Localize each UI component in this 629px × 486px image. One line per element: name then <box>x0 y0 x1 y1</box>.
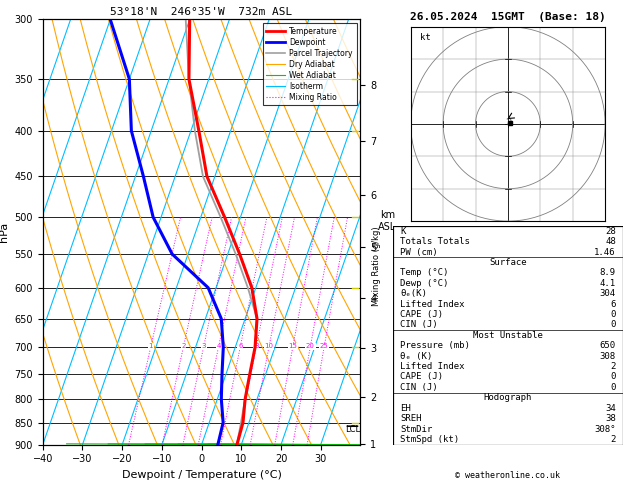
Text: Totals Totals: Totals Totals <box>400 237 470 246</box>
Y-axis label: hPa: hPa <box>0 222 9 242</box>
Text: 15: 15 <box>289 343 298 349</box>
Text: kt: kt <box>420 33 431 42</box>
Text: 4: 4 <box>216 343 221 349</box>
Text: 1: 1 <box>148 343 153 349</box>
Text: CAPE (J): CAPE (J) <box>400 372 443 382</box>
Text: Lifted Index: Lifted Index <box>400 362 464 371</box>
Text: 0: 0 <box>611 372 616 382</box>
Text: 2: 2 <box>181 343 186 349</box>
Text: Temp (°C): Temp (°C) <box>400 268 448 278</box>
Text: 8: 8 <box>254 343 259 349</box>
Text: CIN (J): CIN (J) <box>400 320 438 330</box>
Text: © weatheronline.co.uk: © weatheronline.co.uk <box>455 471 560 480</box>
Text: 6: 6 <box>611 299 616 309</box>
Text: 3: 3 <box>201 343 206 349</box>
Text: 308°: 308° <box>594 425 616 434</box>
Text: 10: 10 <box>265 343 274 349</box>
Text: Hodograph: Hodograph <box>484 393 532 402</box>
Text: EH: EH <box>400 404 411 413</box>
Text: K: K <box>400 226 405 236</box>
Text: θₑ(K): θₑ(K) <box>400 289 427 298</box>
Y-axis label: km
ASL: km ASL <box>379 210 397 232</box>
Text: CIN (J): CIN (J) <box>400 383 438 392</box>
Text: 304: 304 <box>599 289 616 298</box>
Text: 1.46: 1.46 <box>594 247 616 257</box>
Text: 34: 34 <box>605 404 616 413</box>
Text: 48: 48 <box>605 237 616 246</box>
Text: θₑ (K): θₑ (K) <box>400 352 432 361</box>
Text: 6: 6 <box>238 343 243 349</box>
Text: StmSpd (kt): StmSpd (kt) <box>400 435 459 444</box>
Text: LCL: LCL <box>345 425 360 434</box>
X-axis label: Dewpoint / Temperature (°C): Dewpoint / Temperature (°C) <box>121 470 282 480</box>
Legend: Temperature, Dewpoint, Parcel Trajectory, Dry Adiabat, Wet Adiabat, Isotherm, Mi: Temperature, Dewpoint, Parcel Trajectory… <box>262 23 357 105</box>
Text: SREH: SREH <box>400 414 421 423</box>
FancyBboxPatch shape <box>393 226 623 445</box>
Text: StmDir: StmDir <box>400 425 432 434</box>
Text: 26.05.2024  15GMT  (Base: 18): 26.05.2024 15GMT (Base: 18) <box>410 12 606 22</box>
Text: 25: 25 <box>320 343 328 349</box>
Text: 20: 20 <box>306 343 315 349</box>
Text: 4.1: 4.1 <box>599 279 616 288</box>
Text: Dewp (°C): Dewp (°C) <box>400 279 448 288</box>
Text: PW (cm): PW (cm) <box>400 247 438 257</box>
Text: 0: 0 <box>611 383 616 392</box>
Text: Surface: Surface <box>489 258 526 267</box>
Text: 0: 0 <box>611 310 616 319</box>
Text: Mixing Ratio (g/kg): Mixing Ratio (g/kg) <box>372 226 381 306</box>
Text: 2: 2 <box>611 362 616 371</box>
Text: 28: 28 <box>605 226 616 236</box>
Text: 308: 308 <box>599 352 616 361</box>
Text: Lifted Index: Lifted Index <box>400 299 464 309</box>
Text: 8.9: 8.9 <box>599 268 616 278</box>
Text: 0: 0 <box>611 320 616 330</box>
Text: 2: 2 <box>611 435 616 444</box>
Text: 650: 650 <box>599 341 616 350</box>
Text: Pressure (mb): Pressure (mb) <box>400 341 470 350</box>
Title: 53°18'N  246°35'W  732m ASL: 53°18'N 246°35'W 732m ASL <box>111 7 292 17</box>
Text: CAPE (J): CAPE (J) <box>400 310 443 319</box>
Text: Most Unstable: Most Unstable <box>473 331 543 340</box>
Text: 38: 38 <box>605 414 616 423</box>
